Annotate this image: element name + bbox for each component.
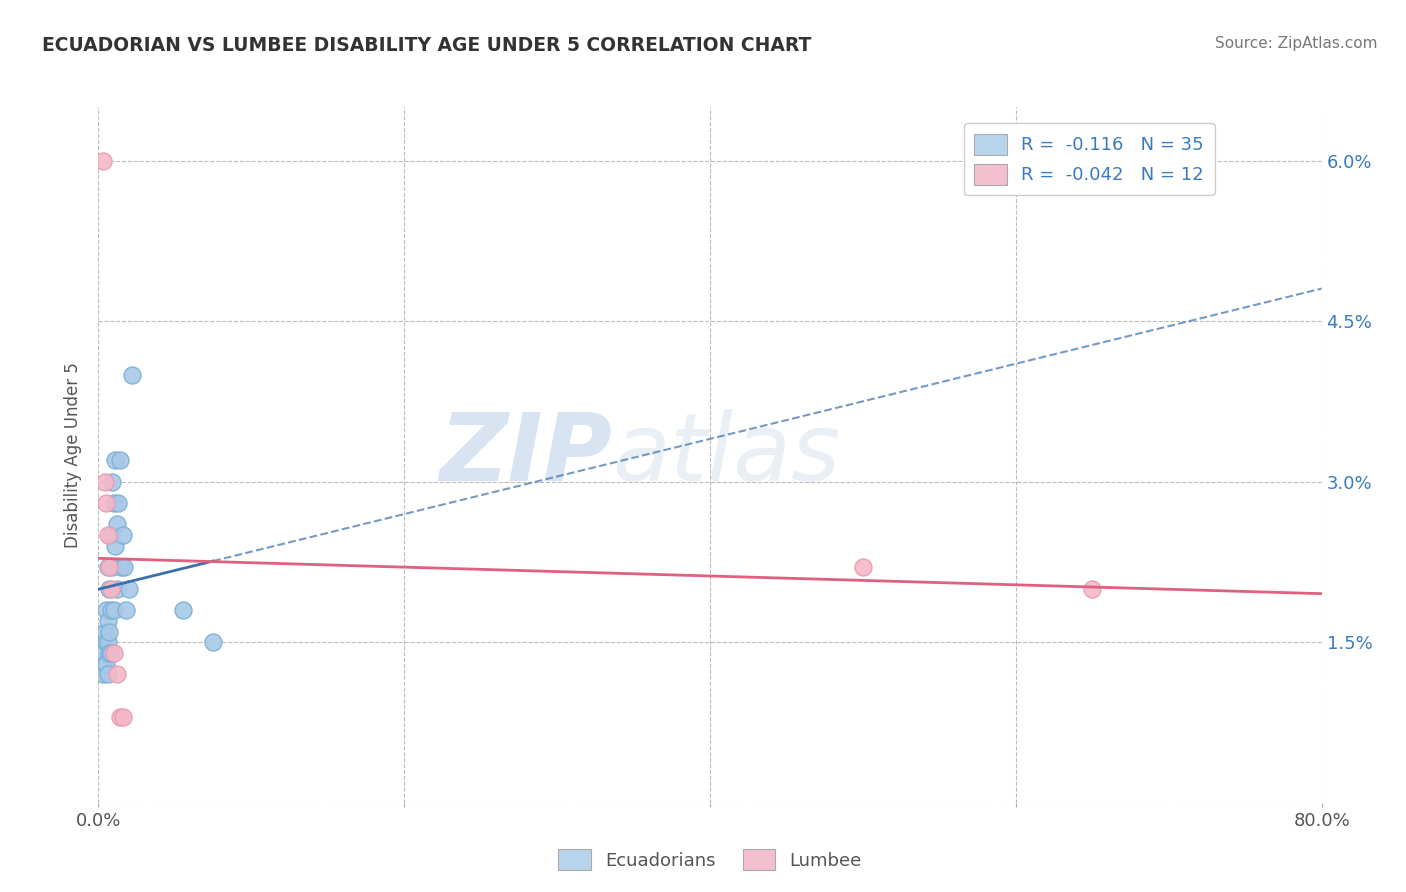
- Text: ZIP: ZIP: [439, 409, 612, 501]
- Point: [97, 528, 120, 542]
- Point: [98, 624, 121, 639]
- Point: [94, 635, 117, 649]
- Point: [97, 667, 120, 681]
- Point: [103, 646, 125, 660]
- Text: atlas: atlas: [612, 409, 841, 500]
- Point: [98, 646, 121, 660]
- Point: [108, 453, 131, 467]
- Y-axis label: Disability Age Under 5: Disability Age Under 5: [65, 362, 83, 548]
- Point: [98, 582, 121, 596]
- Point: [115, 603, 138, 617]
- Point: [94, 603, 117, 617]
- Point: [103, 603, 125, 617]
- Point: [852, 560, 875, 574]
- Point: [94, 496, 117, 510]
- Point: [110, 560, 132, 574]
- Point: [172, 603, 194, 617]
- Point: [100, 646, 122, 660]
- Point: [103, 496, 125, 510]
- Point: [118, 582, 141, 596]
- Point: [105, 517, 128, 532]
- Point: [101, 560, 124, 574]
- Legend: Ecuadorians, Lumbee: Ecuadorians, Lumbee: [551, 842, 869, 877]
- Point: [97, 614, 120, 628]
- Text: Source: ZipAtlas.com: Source: ZipAtlas.com: [1215, 36, 1378, 51]
- Point: [91, 646, 114, 660]
- Point: [97, 635, 120, 649]
- Point: [98, 560, 121, 574]
- Point: [100, 582, 122, 596]
- Point: [108, 710, 131, 724]
- Point: [91, 667, 114, 681]
- Point: [1081, 582, 1104, 596]
- Point: [121, 368, 143, 382]
- Point: [94, 657, 117, 671]
- Point: [112, 560, 135, 574]
- Point: [93, 657, 115, 671]
- Point: [111, 710, 134, 724]
- Point: [111, 528, 134, 542]
- Point: [91, 153, 114, 168]
- Point: [101, 475, 124, 489]
- Point: [100, 528, 122, 542]
- Point: [97, 560, 120, 574]
- Text: ECUADORIAN VS LUMBEE DISABILITY AGE UNDER 5 CORRELATION CHART: ECUADORIAN VS LUMBEE DISABILITY AGE UNDE…: [42, 36, 811, 54]
- Point: [93, 624, 115, 639]
- Point: [105, 582, 128, 596]
- Point: [107, 496, 129, 510]
- Point: [202, 635, 225, 649]
- Point: [105, 667, 128, 681]
- Point: [104, 539, 127, 553]
- Point: [104, 453, 127, 467]
- Point: [100, 603, 122, 617]
- Point: [93, 475, 115, 489]
